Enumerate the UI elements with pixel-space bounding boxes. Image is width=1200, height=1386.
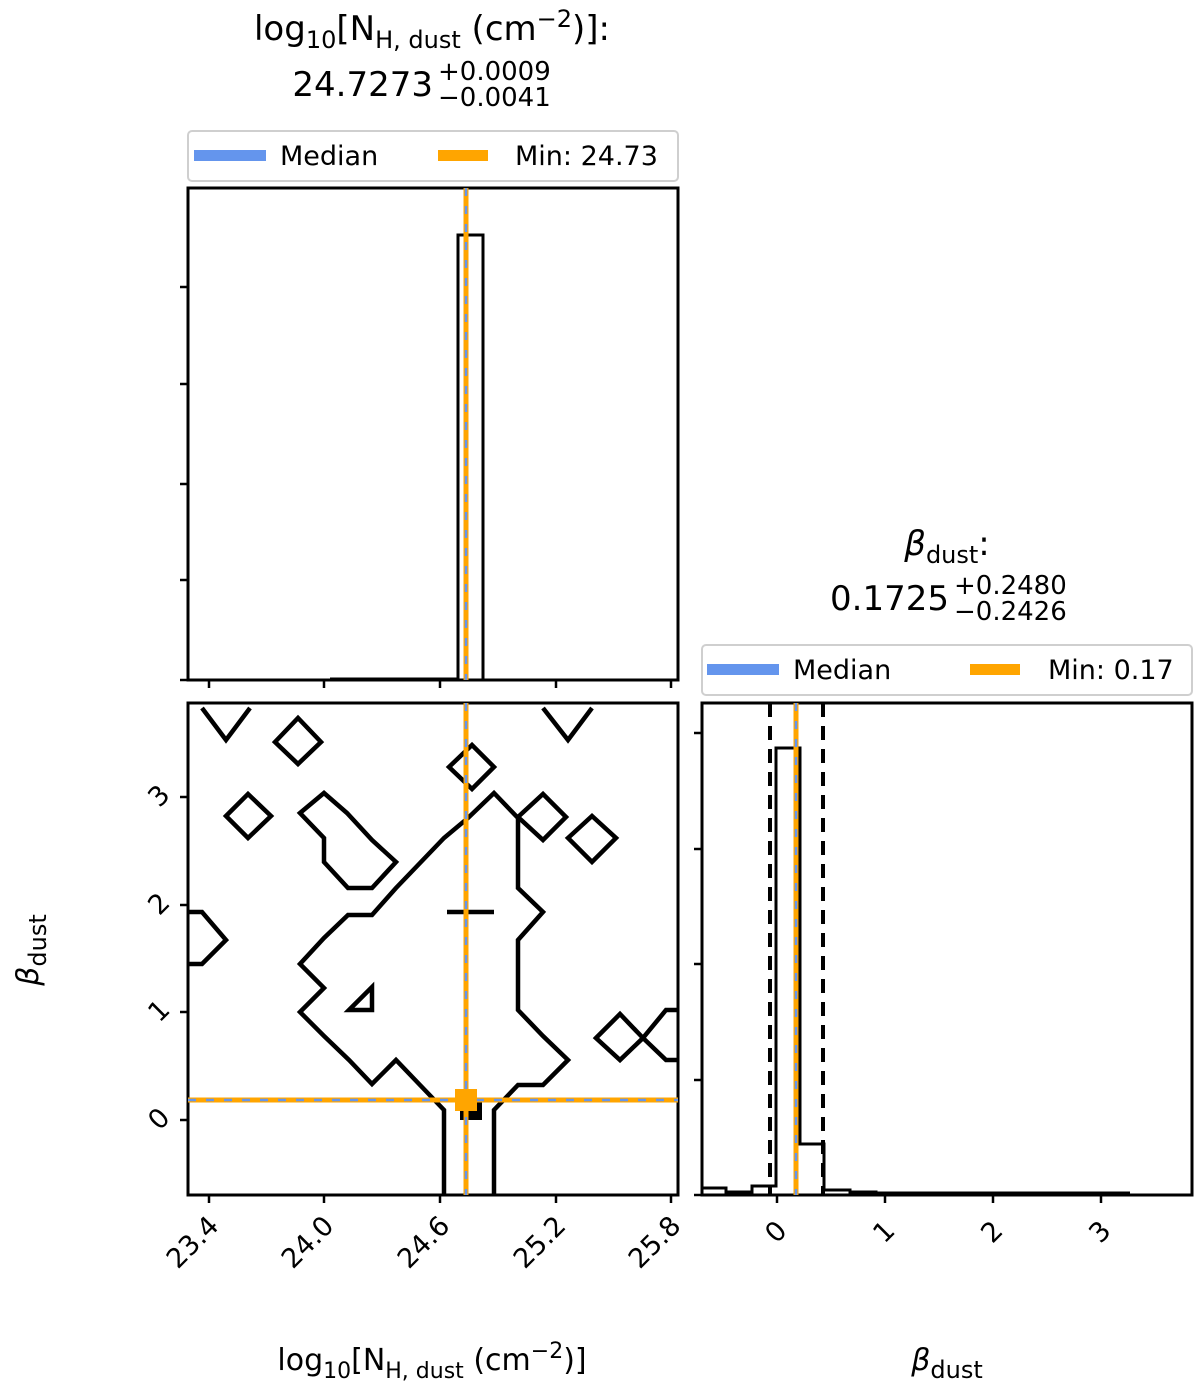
beta-marginal-yticks [694, 731, 702, 1197]
beta-xtick-label: 0 [759, 1215, 793, 1249]
beta-marginal-xtick-labels: 0 1 2 3 [759, 1215, 1117, 1249]
nh-marginal-yticks [180, 285, 188, 682]
nh-marginal-frame [186, 186, 680, 682]
nh-title-err-minus: −0.0041 [438, 83, 551, 113]
beta-title-value: 0.1725 [830, 579, 949, 619]
contour-line [200, 706, 252, 744]
joint-xtick-label: 23.4 [161, 1210, 225, 1274]
nh-marginal-panel [180, 186, 680, 688]
joint-ytick-label: 0 [142, 1102, 176, 1136]
contour-line [343, 981, 375, 1013]
joint-ytick-labels: 0 1 2 3 [142, 779, 176, 1136]
beta-xlabel: βdust [910, 1343, 983, 1384]
beta-legend-min-label: Min: 0.17 [1048, 655, 1174, 686]
contour-line [296, 789, 572, 1195]
beta-title-err-plus: +0.2480 [954, 571, 1067, 601]
beta-title-label: βdust: [903, 524, 990, 569]
joint-ytick-label: 1 [142, 994, 176, 1028]
beta-legend-median-swatch [707, 664, 779, 675]
contour-line [222, 790, 275, 842]
contour-line [188, 909, 230, 967]
joint-xtick-label: 25.2 [508, 1210, 572, 1274]
joint-xlabel: log10[NH, dust (cm−2)] [277, 1339, 586, 1384]
joint-xticks [207, 1195, 673, 1203]
beta-legend-median-label: Median [793, 655, 891, 686]
beta-histogram-step [702, 746, 1130, 1195]
joint-ytick-label: 3 [142, 779, 176, 813]
contour-line [445, 741, 498, 793]
joint-ylabel: βdust [11, 914, 52, 987]
nh-legend-min-swatch [438, 150, 488, 161]
beta-legend-frame [701, 644, 1193, 696]
nh-title-label: log10[NH, dust (cm−2)]: [254, 5, 610, 54]
joint-yticks [180, 795, 188, 1122]
contour-line [592, 1010, 647, 1064]
contour-line [639, 1007, 678, 1063]
contour-line [514, 790, 570, 844]
joint-panel: 23.4 24.0 24.6 25.2 25.8 0 1 2 3 βdust l… [11, 701, 687, 1384]
joint-ytick-label: 2 [142, 887, 176, 921]
beta-title-err-minus: −0.2426 [954, 597, 1067, 627]
beta-marginal-xticks [775, 1195, 1103, 1203]
joint-xtick-labels: 23.4 24.0 24.6 25.2 25.8 [161, 1210, 687, 1274]
beta-marginal-title: βdust: 0.1725 +0.2480 −0.2426 [830, 524, 1067, 627]
nh-marginal-xticks [207, 680, 673, 688]
nh-legend-median-swatch [194, 150, 266, 161]
nh-legend: Median Min: 24.73 [187, 130, 679, 182]
nh-histogram-step [330, 233, 485, 681]
nh-legend-frame [187, 130, 679, 182]
beta-xtick-label: 3 [1083, 1215, 1117, 1249]
contour-line [271, 714, 325, 768]
joint-frame [186, 701, 680, 1197]
beta-xtick-label: 1 [867, 1215, 901, 1249]
nh-marginal-title: log10[NH, dust (cm−2)]: 24.7273 +0.0009 … [254, 5, 610, 113]
joint-xtick-label: 24.6 [392, 1210, 456, 1274]
beta-legend: Median Min: 0.17 [701, 644, 1193, 696]
beta-legend-min-swatch [970, 664, 1020, 675]
joint-xtick-label: 25.8 [623, 1210, 687, 1274]
contour-line [296, 790, 400, 891]
nh-legend-min-label: Min: 24.73 [515, 141, 658, 172]
beta-marginal-panel: 0 1 2 3 βdust [694, 701, 1194, 1384]
contour-line [541, 706, 594, 744]
joint-contours [188, 706, 678, 1195]
beta-marginal-frame [700, 701, 1194, 1197]
joint-xtick-label: 24.0 [276, 1210, 340, 1274]
beta-xtick-label: 2 [975, 1215, 1009, 1249]
contour-line [564, 812, 620, 866]
nh-legend-median-label: Median [280, 141, 378, 172]
joint-min-point [455, 1089, 477, 1111]
nh-title-value: 24.7273 [292, 65, 433, 105]
nh-title-err-plus: +0.0009 [438, 57, 551, 87]
